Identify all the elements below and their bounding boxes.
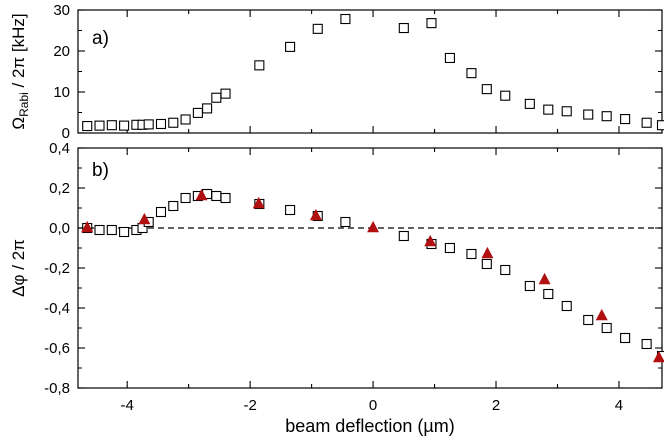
panel-a-square-marker [155, 118, 167, 130]
panel-b-square-marker [583, 314, 594, 326]
panel-b-square-marker [94, 224, 105, 236]
panel-a-ytick-label: 0 [62, 125, 70, 142]
panel-a-y-axis-label-sub: Rabi [17, 92, 31, 117]
panel-a-square-marker [444, 52, 455, 64]
panel-a-square-marker [202, 103, 213, 114]
panel-b-xtick-label: 0 [369, 397, 377, 414]
panel-a-square-marker [285, 41, 296, 52]
panel-a-y-axis-label-main: Ω [9, 117, 28, 130]
panel-b-data-points [81, 188, 664, 363]
panel-a-square-marker [561, 106, 572, 117]
panel-b-square-marker [220, 192, 231, 204]
panel-b-triangle-marker [652, 350, 664, 363]
panel-a-label: a) [92, 28, 109, 49]
panel-a-square-marker [220, 88, 231, 99]
panel-b-ytick-label: 0,4 [49, 140, 70, 157]
panel-a-square-marker [641, 117, 652, 128]
panel-a-square-marker [601, 111, 612, 122]
panel-b-triangle-marker [538, 272, 551, 285]
panel-a-square-marker [82, 120, 93, 132]
panel-b-square-marker [543, 288, 554, 300]
panel-a-ytick-label: 10 [53, 84, 70, 101]
panel-b-square-marker [285, 204, 296, 216]
panel-b-ytick-label: -0,6 [44, 340, 70, 357]
panel-b-xtick-label: -2 [243, 397, 256, 414]
panel-a-square-marker [94, 120, 105, 131]
panel-b-triangle-marker [138, 212, 151, 225]
panel-b-ytick-label: -0,8 [44, 380, 70, 397]
panel-a-square-marker [524, 98, 535, 109]
panel-b-square-marker [340, 216, 351, 228]
panel-a-square-marker [254, 60, 265, 71]
panel-b-square-marker [106, 224, 117, 236]
panel-a-y-axis-label-rest: / 2π [kHz] [9, 13, 28, 92]
panel-a-ticks: 0 10 20 30 [53, 2, 662, 142]
panel-b-triangle-marker [595, 308, 608, 321]
panel-a-square-marker [500, 90, 511, 101]
panel-a-square-marker [656, 120, 664, 131]
panel-b-triangle-marker [367, 220, 380, 233]
panel-a-square-marker [312, 23, 323, 34]
panel-a-square-marker [398, 22, 409, 34]
panel-b-ytick-label: -0,2 [44, 260, 70, 277]
panel-a-square-marker [466, 68, 477, 79]
panel-b-xtick-label: 2 [492, 397, 500, 414]
panel-a-square-marker [583, 109, 594, 120]
panel-a-rabi-frequency: 0 10 20 30 a) ΩRabi / 2π [kHz] [9, 2, 664, 142]
x-axis-label: beam deflection (µm) [285, 416, 454, 436]
panel-a-square-marker [426, 18, 437, 29]
panel-a-data-points [82, 13, 664, 132]
panel-a-square-marker [192, 107, 203, 118]
panel-b-ytick-label: -0,4 [44, 300, 70, 317]
panel-a-ytick-label: 30 [53, 2, 70, 19]
panel-b-xtick-label: 4 [615, 397, 623, 414]
panel-b-square-marker [466, 248, 477, 260]
panel-b-y-axis-label: Δφ / 2π [9, 239, 28, 297]
panel-b-square-marker [168, 200, 179, 212]
panel-a-square-marker [211, 92, 222, 103]
panel-b-square-marker [641, 338, 652, 350]
panel-b-ytick-label: 0,0 [49, 220, 70, 237]
panel-a-square-marker [180, 114, 191, 125]
panel-b-square-marker [119, 226, 130, 238]
panel-b-triangle-marker [309, 208, 322, 221]
panel-a-y-axis-label: ΩRabi / 2π [kHz] [9, 13, 31, 129]
panel-a-frame [77, 9, 663, 134]
panel-a-ytick-label: 20 [53, 43, 70, 60]
panel-b-ticks: -0,8 -0,6 -0,4 -0,2 0,0 0,2 0,4 -4 -2 0 2 4 [44, 140, 662, 414]
panel-b-square-marker [561, 300, 572, 312]
panel-b-label: b) [92, 160, 109, 181]
panel-a-square-marker [168, 117, 179, 128]
panel-a-square-marker [143, 119, 154, 130]
panel-b-square-marker [620, 332, 631, 344]
panel-b-xtick-label: -4 [121, 397, 134, 414]
panel-b-square-marker [444, 242, 455, 254]
panel-b-phase-shift: -0,8 -0,6 -0,4 -0,2 0,0 0,2 0,4 -4 -2 0 2 4 b) Δφ /… [9, 140, 664, 436]
panel-b-square-marker [481, 258, 492, 270]
panel-b-square-marker [155, 206, 167, 218]
panel-a-square-marker [620, 114, 631, 125]
panel-b-ytick-label: 0,2 [49, 180, 70, 197]
panel-a-square-marker [481, 84, 492, 95]
panel-b-square-marker [601, 322, 612, 334]
panel-a-square-marker [119, 120, 130, 131]
panel-b-triangle-marker [195, 188, 208, 201]
panel-b-square-marker [524, 280, 535, 292]
panel-b-square-marker [500, 264, 511, 276]
panel-b-square-marker [211, 190, 222, 202]
panel-b-square-marker [398, 230, 409, 242]
panel-a-square-marker [543, 104, 554, 115]
panel-b-triangle-marker [252, 196, 265, 209]
panel-b-square-marker [180, 192, 191, 204]
panel-b-triangle-marker [481, 246, 494, 259]
panel-b-frame [77, 147, 663, 389]
panel-a-square-marker [340, 13, 351, 25]
panel-b-triangle-marker [424, 234, 437, 247]
panel-b-triangle-marker [81, 220, 94, 233]
panel-a-square-marker [106, 120, 117, 131]
